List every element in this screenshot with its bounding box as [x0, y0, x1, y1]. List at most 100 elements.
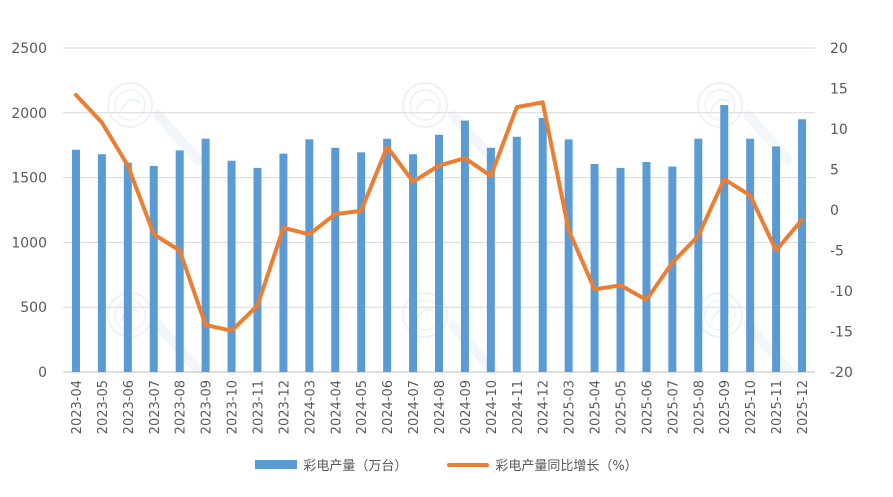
watermark-logo — [402, 82, 498, 165]
bar — [694, 138, 703, 372]
watermark-logo — [697, 82, 793, 165]
left-tick-label: 0 — [38, 365, 47, 381]
x-tick-label: 2025-03 — [563, 380, 578, 434]
legend-swatch-line — [447, 462, 490, 467]
x-tick-label: 2024-11 — [511, 380, 526, 434]
x-tick-label: 2023-07 — [148, 380, 163, 434]
bar — [512, 136, 521, 372]
bar — [720, 105, 729, 373]
combo-chart: 0 500 1000 1500 2000 2500 -20 -15 -10 -5 0 5 10 15 20… — [11, 41, 853, 434]
watermark-stroke — [710, 98, 731, 112]
x-tick-label: 2024-09 — [459, 380, 474, 434]
bar — [149, 165, 158, 372]
bar — [798, 119, 807, 372]
right-tick-label: -10 — [830, 284, 853, 300]
bar — [590, 163, 599, 372]
x-axis-ticks: 2023-04 2023-05 2023-06 2023-07 2023-08 2023-… — [70, 380, 811, 434]
left-tick-label: 2500 — [11, 41, 47, 57]
x-tick-label: 2023-11 — [252, 380, 267, 434]
right-tick-label: 10 — [830, 122, 848, 138]
x-tick-label: 2023-10 — [226, 380, 241, 434]
right-axis-ticks: -20 -15 -10 -5 0 5 10 15 20 — [830, 41, 853, 381]
watermark-ring — [107, 82, 153, 128]
x-tick-label: 2025-12 — [796, 380, 811, 434]
right-tick-label: 0 — [830, 203, 839, 219]
x-tick-label: 2024-08 — [433, 380, 448, 434]
legend-swatch-bar — [255, 460, 298, 469]
right-tick-label: 5 — [830, 163, 839, 179]
watermark-ring — [704, 299, 736, 331]
bar — [538, 117, 547, 372]
bar — [175, 150, 184, 372]
x-tick-label: 2023-04 — [70, 380, 85, 434]
bar — [227, 160, 236, 372]
watermark-stroke — [743, 110, 793, 165]
bar — [71, 149, 80, 372]
bar — [486, 147, 495, 372]
bar-series — [71, 105, 807, 373]
watermark-logo — [107, 82, 203, 165]
x-tick-label: 2024-03 — [303, 380, 318, 434]
bar — [123, 162, 132, 372]
bar — [642, 162, 651, 372]
x-tick-label: 2023-09 — [200, 380, 215, 434]
x-tick-label: 2024-05 — [355, 380, 370, 434]
x-tick-label: 2025-04 — [589, 380, 604, 434]
watermark-stroke — [415, 308, 436, 322]
bar — [668, 166, 677, 372]
right-tick-label: -15 — [830, 325, 853, 341]
x-tick-label: 2024-12 — [537, 380, 552, 434]
x-tick-label: 2023-12 — [277, 380, 292, 434]
bar — [331, 147, 340, 372]
bar — [460, 120, 469, 373]
right-tick-label: -20 — [830, 365, 853, 381]
watermark-ring — [704, 89, 736, 121]
bar — [201, 138, 210, 372]
x-tick-label: 2024-07 — [407, 380, 422, 434]
bar — [253, 167, 262, 372]
bar — [357, 152, 366, 372]
line-series — [74, 93, 804, 333]
legend: 彩电产量（万台） 彩电产量同比增长（%） — [0, 455, 893, 474]
watermark-stroke — [448, 110, 498, 165]
bar — [97, 154, 106, 372]
left-tick-label: 1500 — [11, 171, 47, 187]
right-tick-label: 15 — [830, 82, 848, 98]
watermark-ring — [402, 292, 448, 338]
x-tick-label: 2023-06 — [122, 380, 137, 434]
watermark-stroke — [448, 320, 498, 375]
legend-label-production: 彩电产量（万台） — [303, 459, 408, 474]
watermark-ring — [114, 89, 146, 121]
watermark-ring — [409, 89, 441, 121]
right-tick-label: -5 — [830, 244, 844, 260]
left-tick-label: 1000 — [11, 235, 47, 251]
watermark-stroke — [153, 110, 203, 165]
watermark-stroke — [743, 320, 793, 375]
legend-item-growth: 彩电产量同比增长（%） — [447, 455, 638, 474]
x-tick-label: 2025-06 — [640, 380, 655, 434]
x-tick-label: 2025-10 — [744, 380, 759, 434]
watermark-stroke — [120, 98, 141, 112]
bar — [435, 134, 443, 372]
x-tick-label: 2025-05 — [615, 380, 630, 434]
x-tick-label: 2025-11 — [770, 380, 785, 434]
growth-line — [74, 93, 804, 333]
watermark-stroke — [415, 98, 436, 112]
bar — [279, 153, 288, 372]
x-tick-label: 2025-08 — [692, 380, 707, 434]
x-tick-label: 2024-04 — [329, 380, 344, 434]
bar — [772, 146, 781, 372]
watermark-ring — [697, 82, 743, 128]
x-tick-label: 2025-09 — [718, 380, 733, 434]
x-tick-label: 2023-05 — [96, 380, 111, 434]
x-tick-label: 2023-08 — [174, 380, 189, 434]
legend-label-growth: 彩电产量同比增长（%） — [495, 459, 638, 474]
bar — [564, 139, 573, 372]
x-tick-label: 2024-06 — [381, 380, 396, 434]
bar — [746, 138, 755, 372]
x-tick-label: 2024-10 — [485, 380, 500, 434]
x-tick-label: 2025-07 — [666, 380, 681, 434]
left-axis-ticks: 0 500 1000 1500 2000 2500 — [11, 41, 47, 381]
right-tick-label: 20 — [830, 41, 848, 57]
